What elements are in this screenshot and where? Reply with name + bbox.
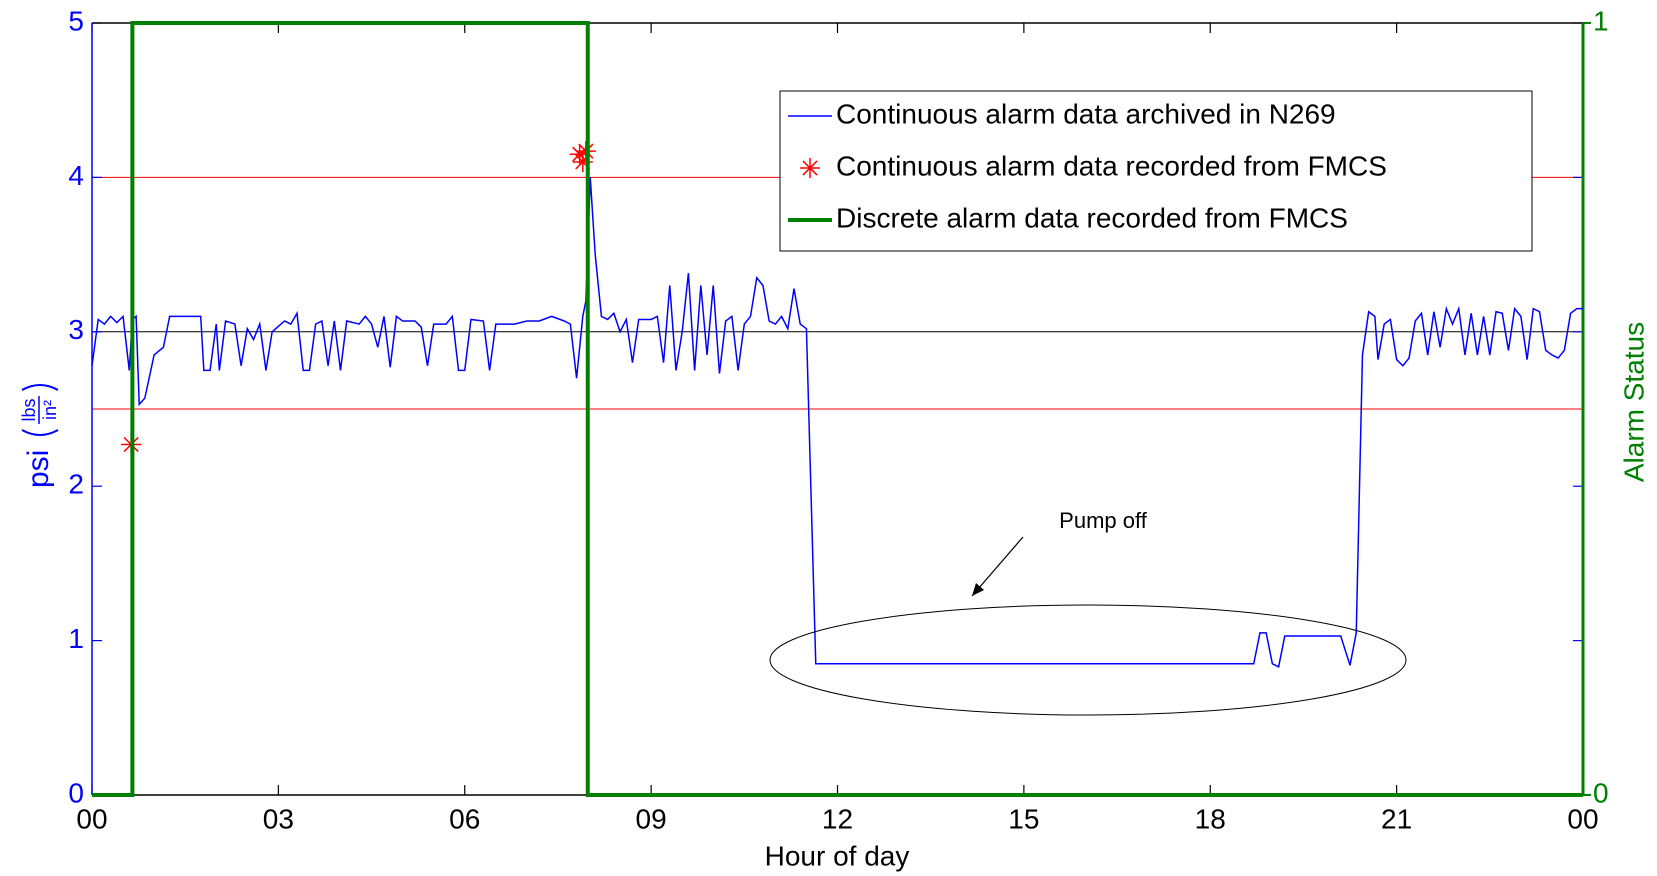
legend-box [779,90,1533,252]
y2-tick-label: 0 [1593,777,1609,808]
x-tick-label: 00 [76,803,107,834]
annotation-arrowhead [972,583,984,596]
x-tick-label: 06 [449,803,480,834]
scatter-point [572,151,593,172]
y-tick-label: 4 [68,160,84,191]
x-tick-label: 00 [1567,803,1598,834]
y-axis-label: psi lbs in² [19,384,60,488]
annotation-arrow [971,536,1024,597]
y2-tick-label: 1 [1593,5,1609,36]
legend-marker [800,158,820,178]
x-tick-label: 21 [1381,803,1412,834]
x-tick-label: 15 [1008,803,1039,834]
y2-axis-label: Alarm Status [1618,322,1649,482]
y-axis-label-text: psi [22,450,55,488]
x-tick-label: 18 [1195,803,1226,834]
x-tick-label: 03 [263,803,294,834]
y-tick-label: 2 [68,469,84,500]
x-tick-label: 09 [636,803,667,834]
legend-label: Continuous alarm data archived in N269 [836,98,1336,129]
y-tick-label: 0 [68,777,84,808]
annotation: Pump off [1059,508,1148,533]
y-tick-label: 1 [68,623,84,654]
series-line [91,177,1583,668]
x-tick-label: 12 [822,803,853,834]
legend-label: Continuous alarm data recorded from FMCS [836,150,1387,181]
scatter-point [569,144,590,165]
legend: Continuous alarm data archived in N269 Co… [779,90,1533,252]
y-tick-label: 3 [68,314,84,345]
x-axis-label: Hour of day [765,840,910,871]
series-line [92,21,1583,797]
y-tick-label: 5 [68,5,84,36]
paren [21,429,59,436]
y-unit-numerator: lbs [19,398,39,421]
legend-label: Discrete alarm data recorded from FMCS [836,202,1348,233]
paren [21,384,59,391]
annotation-ellipse [769,604,1407,716]
y-unit-denominator: in² [40,400,60,420]
